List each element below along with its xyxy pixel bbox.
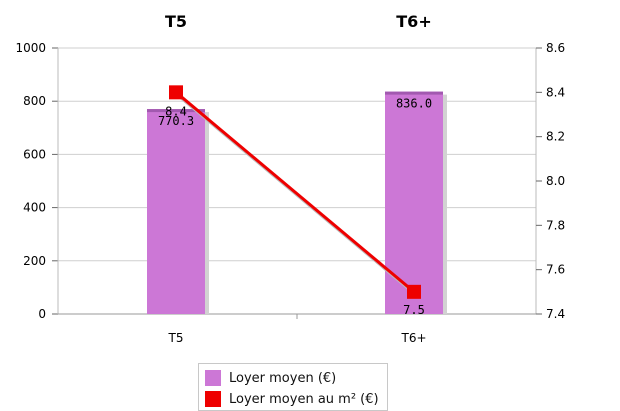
legend: Loyer moyen (€) Loyer moyen au m² (€) — [198, 363, 388, 411]
line-marker — [169, 85, 183, 100]
top-category-label: T6+ — [396, 12, 431, 31]
right-tick-label: 8.2 — [546, 130, 565, 144]
legend-label: Loyer moyen au m² (€) — [229, 391, 379, 407]
line-marker — [407, 284, 421, 299]
legend-label: Loyer moyen (€) — [229, 370, 337, 386]
legend-item-loyer-moyen: Loyer moyen (€) — [205, 368, 336, 388]
axes: 0 200 400 600 800 1000 7.4 7.6 7.8 8.0 8.2 8.4 8.6 T5… — [15, 12, 565, 345]
bar-value-label: 836.0 — [396, 97, 432, 111]
x-tick-label: T6+ — [400, 331, 426, 345]
bar-value-label: 770.3 — [158, 114, 194, 128]
left-tick-label: 0 — [38, 307, 46, 321]
legend-swatch-bar — [205, 370, 221, 386]
left-tick-label: 400 — [23, 201, 46, 215]
right-tick-label: 8.0 — [546, 174, 565, 188]
line-value-label: 7.5 — [403, 303, 425, 317]
left-tick-label: 600 — [23, 147, 46, 161]
x-tick-label: T5 — [168, 331, 184, 345]
right-tick-label: 8.6 — [546, 41, 565, 55]
bar-top-edge — [385, 91, 443, 95]
right-tick-label: 7.6 — [546, 263, 565, 277]
legend-swatch-line — [205, 391, 221, 407]
right-tick-label: 7.4 — [546, 307, 565, 321]
grid-lines — [58, 47, 536, 315]
left-tick-label: 800 — [23, 94, 46, 108]
line-series — [169, 85, 421, 299]
left-tick-label: 200 — [23, 254, 46, 268]
top-category-label: T5 — [165, 12, 187, 31]
series-line — [175, 91, 415, 293]
data-labels: 770.3 836.0 8.4 7.5 — [158, 97, 432, 317]
bar — [385, 91, 443, 315]
left-tick-label: 1000 — [15, 41, 46, 55]
bar — [147, 109, 205, 315]
right-tick-label: 8.4 — [546, 85, 565, 99]
legend-item-loyer-m2: Loyer moyen au m² (€) — [205, 389, 379, 409]
bar-top-edge — [147, 109, 205, 113]
line-value-label: 8.4 — [165, 104, 187, 118]
right-tick-label: 7.8 — [546, 218, 565, 232]
